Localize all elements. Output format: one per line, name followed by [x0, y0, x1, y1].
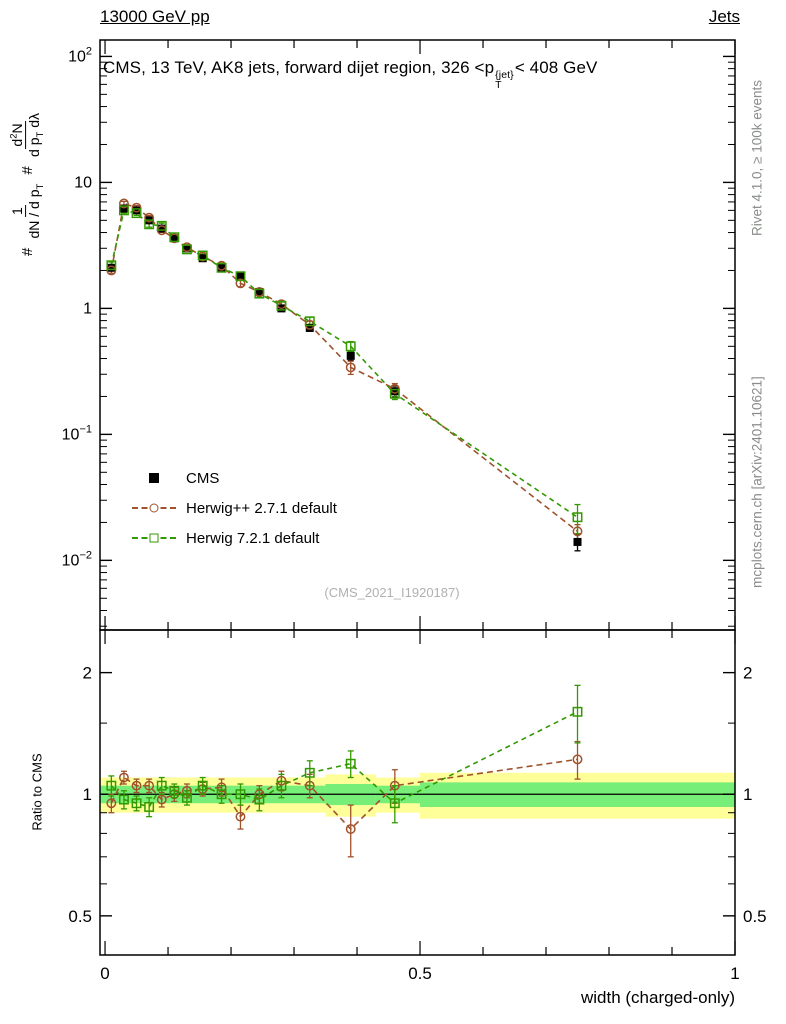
legend-label: CMS — [186, 469, 220, 487]
svg-text:2: 2 — [83, 664, 92, 683]
svg-text:1: 1 — [730, 964, 739, 983]
svg-text:0.5: 0.5 — [743, 907, 767, 926]
svg-text:0: 0 — [100, 964, 109, 983]
svg-text:10: 10 — [74, 174, 92, 191]
plot-title: CMS, 13 TeV, AK8 jets, forward dijet reg… — [103, 58, 598, 91]
x-axis-title: width (charged-only) — [580, 988, 735, 1007]
mcplots-reference-label: mcplots.cern.ch [arXiv:2401.10621] — [749, 376, 765, 588]
legend-item: Herwig++ 2.7.1 default — [132, 493, 337, 523]
svg-text:1: 1 — [83, 785, 92, 804]
legend-label: Herwig++ 2.7.1 default — [186, 499, 337, 517]
svg-text:1: 1 — [743, 785, 752, 804]
legend-label: Herwig 7.2.1 default — [186, 529, 320, 547]
ratio-y-axis-title: Ratio to CMS — [29, 753, 45, 831]
svg-text:2: 2 — [743, 664, 752, 683]
main-y-axis-title: # 1 dN / d pT # d2N d pT dλ — [8, 112, 46, 257]
square-filled-icon — [132, 470, 176, 486]
legend-item: Herwig 7.2.1 default — [132, 523, 337, 553]
analysis-group-label: Jets — [708, 7, 740, 26]
circle-open-icon — [132, 500, 176, 516]
rivet-version-label: Rivet 4.1.0, ≥ 100k events — [749, 80, 765, 236]
svg-text:102: 102 — [68, 45, 92, 65]
square-open-icon — [132, 530, 176, 546]
svg-text:10−1: 10−1 — [62, 423, 92, 443]
legend-item: CMS — [132, 463, 337, 493]
beam-energy-label: 13000 GeV pp — [100, 7, 210, 26]
svg-text:0.5: 0.5 — [68, 907, 92, 926]
svg-text:10−2: 10−2 — [62, 549, 92, 569]
legend: CMS Herwig++ 2.7.1 default Herwig 7.2.1 de… — [132, 463, 337, 553]
svg-text:0.5: 0.5 — [408, 964, 432, 983]
analysis-id-watermark: (CMS_2021_I1920187) — [324, 585, 460, 600]
svg-text:1: 1 — [83, 300, 92, 317]
